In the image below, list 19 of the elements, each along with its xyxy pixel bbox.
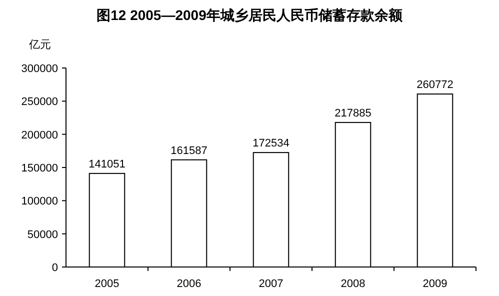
chart-title: 图12 2005—2009年城乡居民人民币储蓄存款余额 xyxy=(96,7,404,23)
x-tick-label: 2008 xyxy=(340,278,366,290)
y-axis-title: 亿元 xyxy=(28,39,51,51)
x-tick-label: 2006 xyxy=(176,278,202,290)
x-tick-label: 2005 xyxy=(94,278,120,290)
y-tick-label: 50000 xyxy=(27,228,58,241)
x-tick-label: 2007 xyxy=(258,278,284,290)
data-label: 172534 xyxy=(252,138,290,150)
y-tick-label: 0 xyxy=(52,262,58,274)
x-tick-label: 2009 xyxy=(422,278,448,290)
data-label: 161587 xyxy=(170,144,208,157)
y-tick-label: 250000 xyxy=(21,96,58,108)
data-label: 260772 xyxy=(416,79,454,92)
y-tick-label: 300000 xyxy=(21,63,58,75)
data-label: 141051 xyxy=(88,158,126,170)
y-tick-label: 150000 xyxy=(21,162,58,174)
y-tick-label: 100000 xyxy=(21,196,58,208)
y-tick-label: 200000 xyxy=(21,129,58,142)
data-label: 217885 xyxy=(334,107,372,120)
